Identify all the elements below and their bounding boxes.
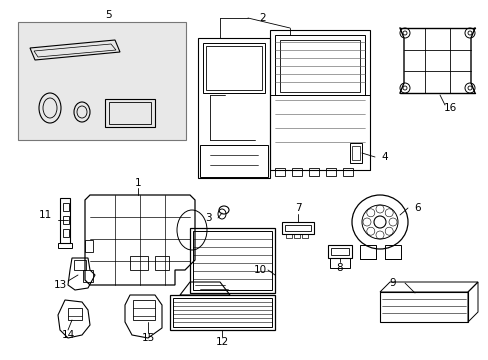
Text: 2: 2 [259,13,266,23]
Bar [198,38,269,178]
Bar [68,308,82,320]
Bar [330,248,348,255]
Bar [308,168,318,176]
Bar [379,292,467,322]
Text: 1: 1 [134,178,141,188]
Text: 7: 7 [294,203,301,213]
Bar [74,260,86,270]
Bar [63,203,69,211]
Bar [203,43,264,93]
Bar [58,243,72,248]
Bar [342,168,352,176]
Bar [285,225,310,231]
Text: 4: 4 [381,152,387,162]
Bar [18,22,185,140]
Bar [325,168,335,176]
Bar [85,240,93,252]
Bar [291,168,302,176]
Bar [285,234,291,238]
Bar [269,95,369,170]
Text: 3: 3 [204,213,211,223]
Bar [190,228,274,293]
Text: 14: 14 [61,330,75,340]
Bar [359,245,375,259]
Bar [274,168,285,176]
Bar [130,256,148,270]
Text: 13: 13 [53,280,66,290]
Bar [155,256,169,270]
Text: 10: 10 [253,265,266,275]
Text: 16: 16 [443,103,456,113]
Text: 12: 12 [215,337,228,347]
Bar [293,234,299,238]
Bar [327,245,351,258]
Text: 8: 8 [336,263,343,273]
Text: 11: 11 [38,210,52,220]
Text: 6: 6 [414,203,421,213]
Bar [302,234,307,238]
Bar [109,102,151,124]
Bar [170,295,274,330]
Text: 9: 9 [389,278,395,288]
Bar [200,145,267,177]
Bar [173,298,271,327]
Bar [384,245,400,259]
Text: 5: 5 [104,10,111,20]
Text: 15: 15 [141,333,154,343]
Bar [60,198,70,243]
Bar [351,146,359,160]
Bar [280,40,359,92]
Bar [63,216,69,224]
Bar [105,99,155,127]
Bar [269,30,369,170]
Bar [349,143,361,163]
Bar [274,35,364,95]
Bar [133,300,155,320]
Bar [193,231,271,290]
Bar [282,222,313,234]
Bar [63,229,69,237]
Bar [205,46,262,90]
Bar [329,258,349,268]
Bar [83,270,93,282]
